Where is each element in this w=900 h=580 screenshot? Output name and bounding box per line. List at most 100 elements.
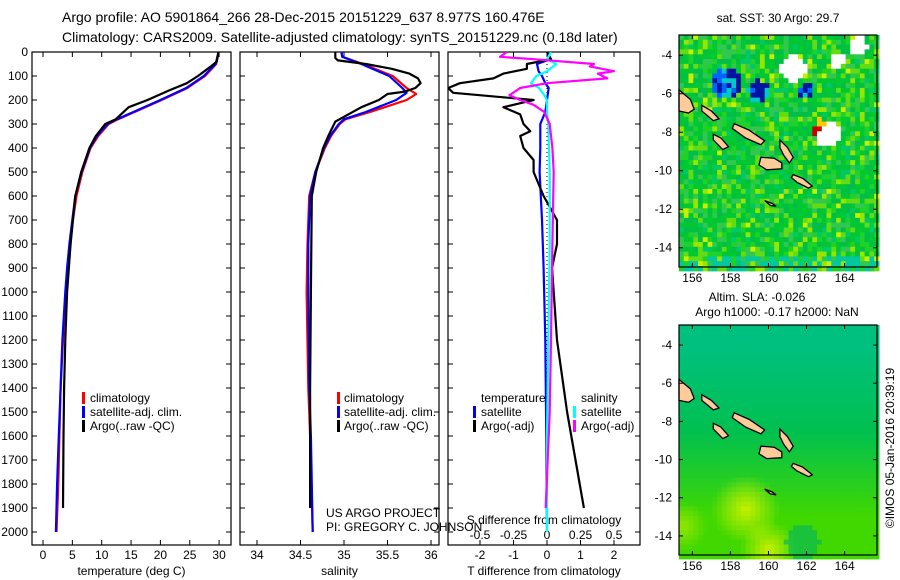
map-cell (764, 434, 771, 441)
map-cell (859, 477, 866, 484)
map-cell (783, 112, 790, 118)
map-cell (745, 83, 751, 89)
map-cell (693, 539, 699, 546)
map-cell (855, 520, 861, 526)
map-cell (864, 126, 870, 132)
map-cell (736, 353, 742, 359)
map-cell (679, 525, 685, 531)
map-cell (864, 406, 870, 412)
map-cell (864, 107, 870, 113)
map-cell (826, 107, 832, 113)
map-cell (845, 155, 851, 161)
map-cell (683, 251, 690, 257)
map-cell (712, 92, 718, 99)
map-cell (683, 208, 690, 214)
map-cell (859, 525, 866, 531)
map-cell (869, 363, 875, 369)
map-cell (859, 396, 866, 402)
map-cell (755, 544, 761, 550)
map-cell (779, 439, 785, 445)
map-cell (702, 102, 709, 108)
map-cell (721, 121, 728, 127)
map-cell (855, 472, 861, 479)
map-cell (783, 515, 790, 522)
map-cell (764, 121, 771, 127)
map-cell (821, 35, 828, 41)
map-cell (769, 415, 775, 422)
map-cell (779, 54, 785, 60)
map-cell (717, 367, 723, 374)
map-cell (698, 525, 704, 531)
map-cell (702, 520, 709, 526)
map-cell (693, 140, 699, 147)
map-cell (831, 377, 837, 383)
map-cell (821, 208, 828, 214)
map-cell (759, 401, 766, 407)
map-cell (836, 78, 842, 84)
map-cell (817, 126, 823, 132)
map-cell (774, 406, 780, 412)
map-cell (817, 232, 823, 238)
map-cell (717, 492, 723, 498)
map-cell (807, 179, 813, 185)
map-cell (769, 387, 775, 393)
map-cell (793, 217, 799, 224)
map-cell (859, 358, 866, 364)
map-cell (859, 530, 866, 536)
map-cell (812, 136, 818, 142)
map-cell (831, 112, 837, 118)
map-cell (864, 501, 870, 507)
map-cell (859, 339, 866, 345)
map-cell (774, 511, 780, 517)
map-cell (702, 169, 709, 176)
map-cell (755, 449, 761, 455)
map-cell (736, 530, 742, 536)
map-cell (783, 87, 790, 94)
map-cell (826, 126, 832, 132)
map-cell (779, 83, 785, 89)
map-cell (817, 520, 823, 526)
map-cell (864, 468, 870, 474)
map-cell (774, 434, 780, 441)
map-cell (874, 266, 880, 272)
depth-tick-label: 1800 (1, 477, 28, 491)
map-cell (807, 515, 813, 522)
map-cell (821, 434, 828, 441)
map-cell (693, 203, 699, 209)
map-cell (817, 222, 823, 229)
map-cell (798, 329, 804, 336)
map-cell (817, 439, 823, 445)
map-cell (831, 44, 837, 50)
map-cell (759, 179, 766, 185)
map-cell (826, 430, 832, 436)
map-cell (817, 444, 823, 450)
map-cell (702, 410, 709, 417)
map-cell (755, 391, 761, 398)
map-cell (721, 539, 728, 546)
legend-marker-argo (337, 420, 340, 432)
map-cell (859, 136, 866, 142)
map-cell (836, 325, 842, 331)
map-cell (679, 246, 685, 253)
map-cell (845, 396, 851, 402)
map-cell (679, 544, 685, 550)
map-cell (688, 174, 694, 180)
map-cell (845, 358, 851, 364)
map-cell (702, 372, 709, 379)
map-cell (821, 189, 828, 195)
map-cell (817, 242, 823, 248)
map-cell (793, 150, 799, 156)
map-cell (802, 539, 809, 546)
map-cell (688, 377, 694, 383)
map-cell (817, 155, 823, 161)
map-cell (779, 251, 785, 257)
map-cell (793, 39, 799, 46)
x-tick-label: 30 (212, 548, 226, 562)
map-cell (817, 544, 823, 550)
map-cell (750, 208, 756, 214)
map-cell (726, 425, 732, 431)
map-cell (845, 266, 851, 272)
map-cell (759, 463, 766, 469)
lon-tick-label: 164 (835, 271, 855, 285)
map-cell (836, 54, 842, 60)
